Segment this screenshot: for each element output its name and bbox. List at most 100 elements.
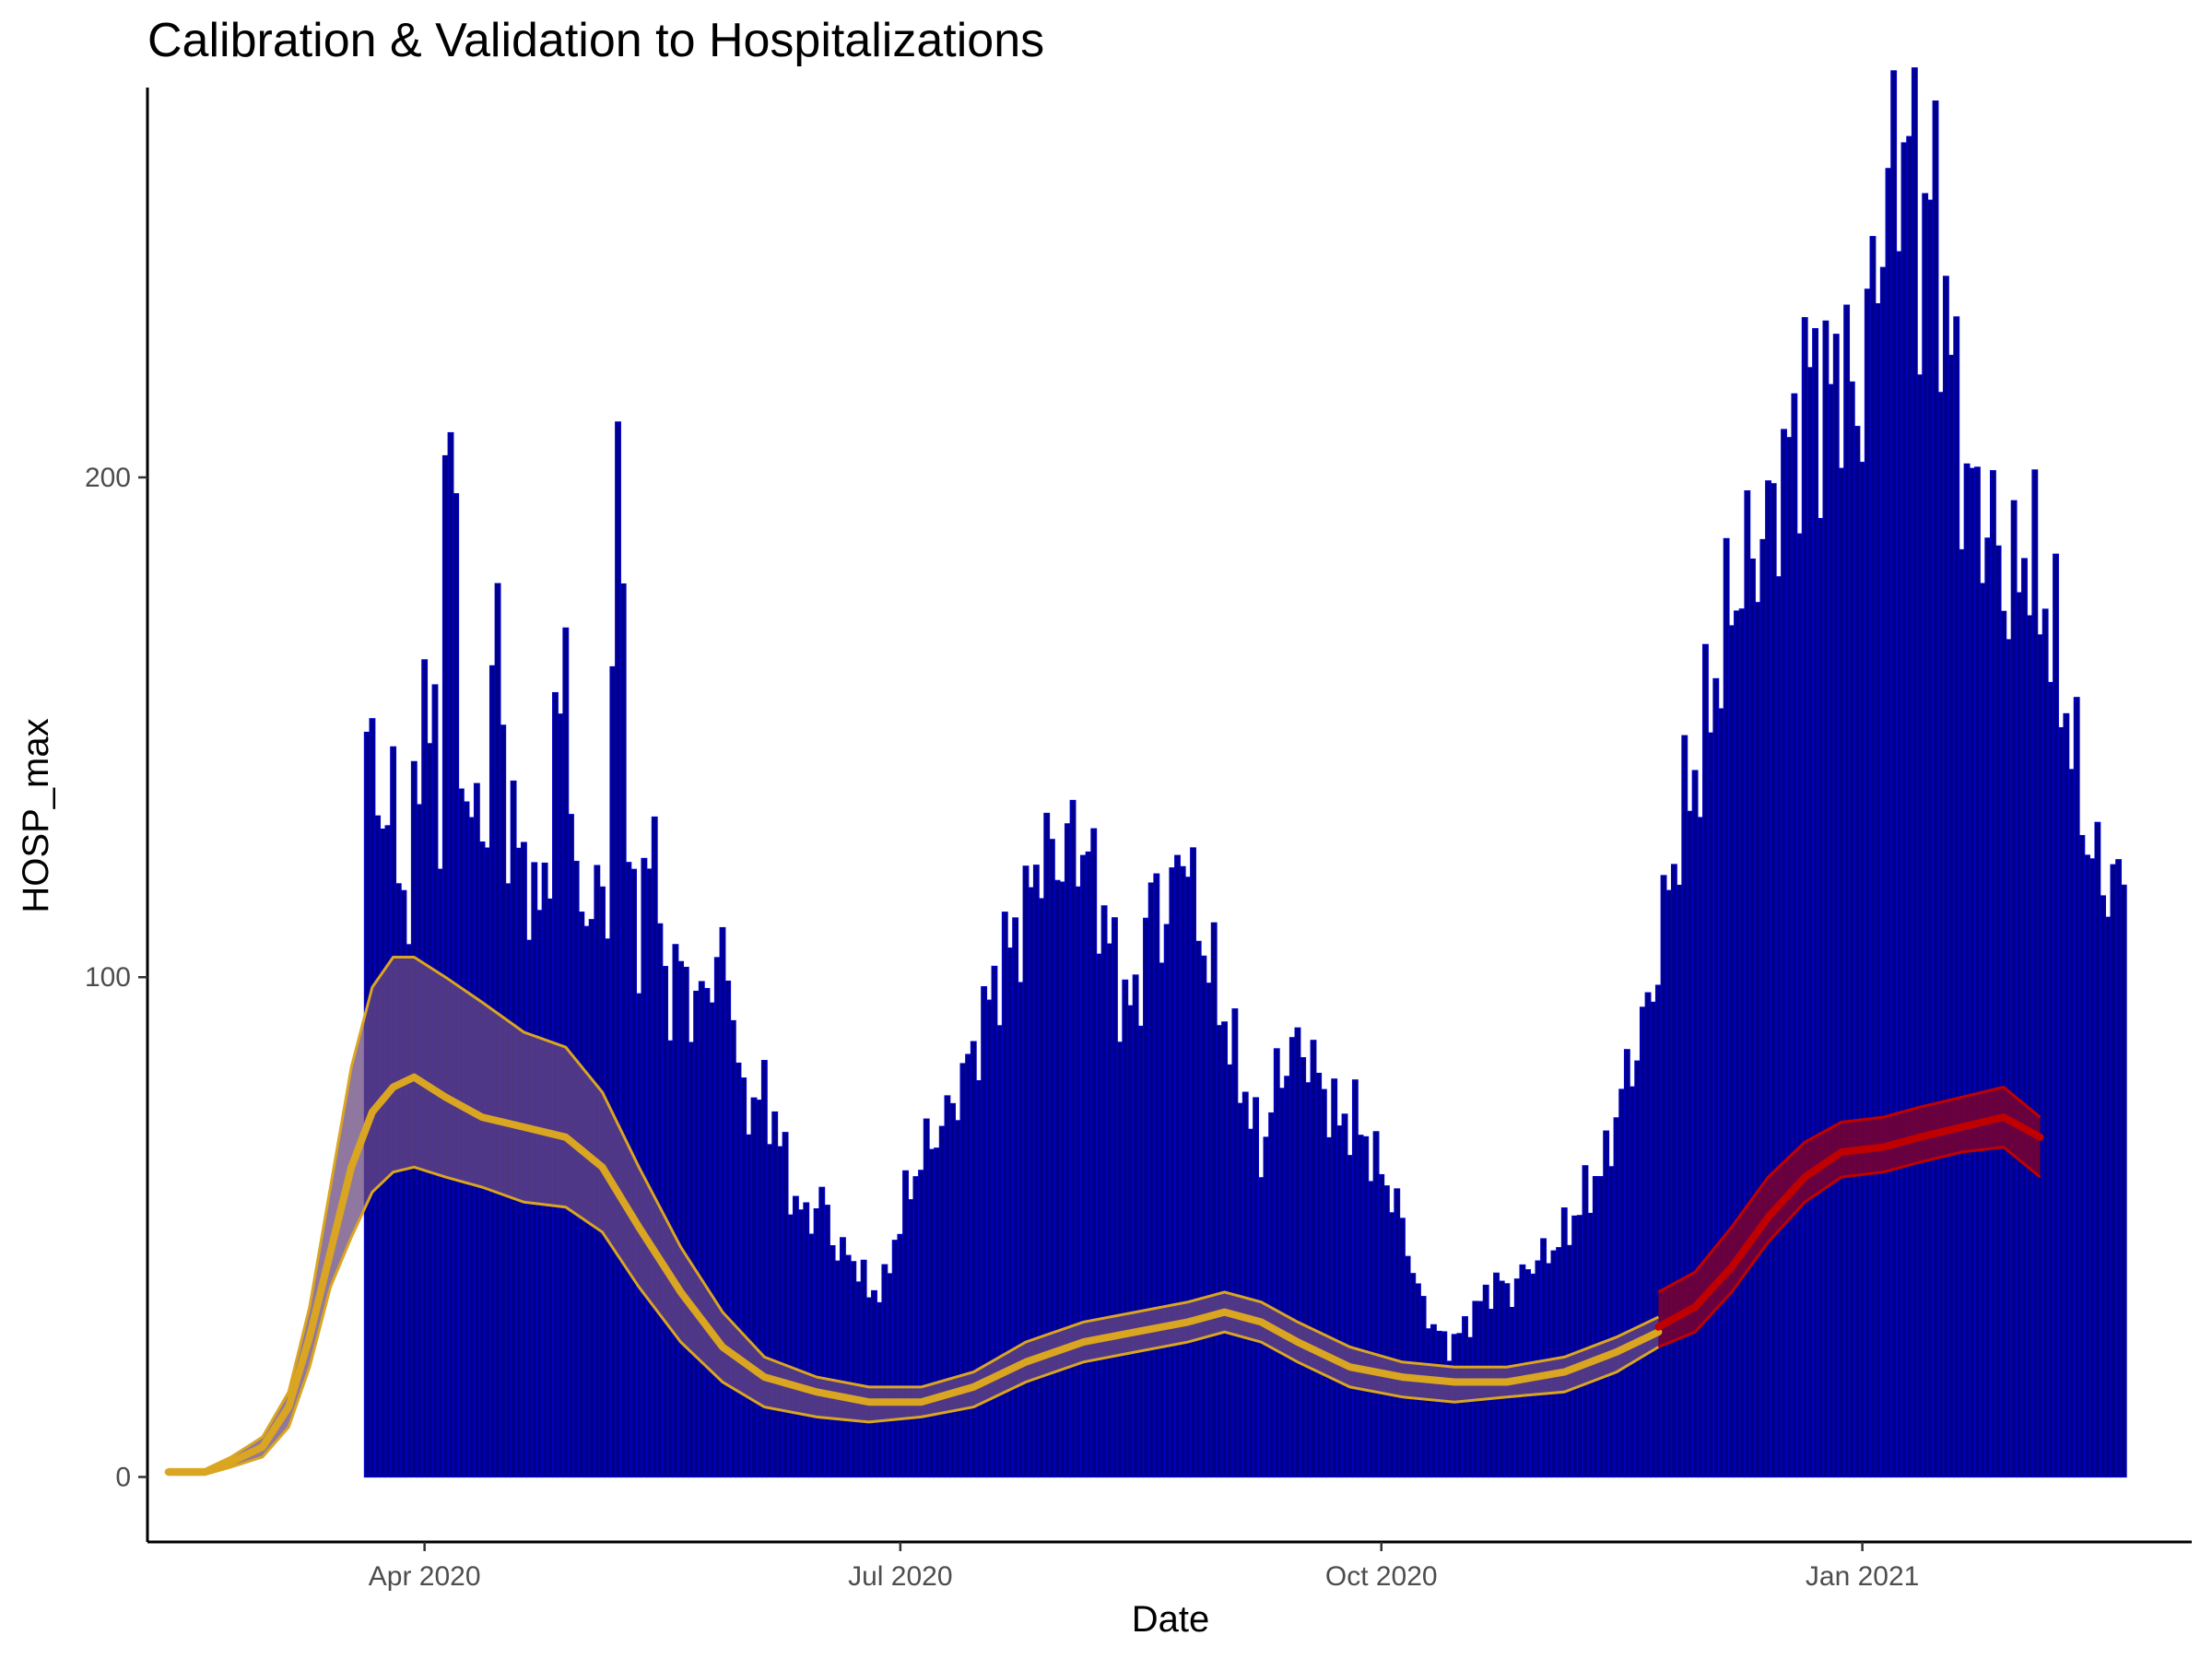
bar [1325,1136,1333,1478]
bar [2120,884,2127,1478]
bar [1618,1088,1626,1478]
bar [745,1134,752,1478]
bar [1341,1113,1348,1478]
bar [1744,489,1751,1478]
bar [1707,732,1714,1478]
bar [2104,916,2112,1478]
bar [928,1148,935,1478]
bar [1926,199,1934,1478]
bar [1372,1131,1380,1478]
bar [1754,602,1761,1478]
bar [1122,979,1129,1478]
bar [615,421,621,1478]
bar [1937,392,1945,1478]
bar [2006,639,2012,1478]
calibration-median-line [164,1073,1663,1477]
bar [1838,467,1845,1478]
bar [698,981,705,1478]
bar [1963,463,1971,1478]
bar [1064,823,1071,1478]
y-ticks: 0 100 200 [85,463,147,1493]
bar [1466,1336,1474,1478]
bar [1791,393,1798,1478]
bar [1435,1330,1442,1478]
bar [1398,1218,1406,1478]
validation-median-line [1654,1113,2044,1331]
bar [1200,955,1207,1478]
bar [2026,615,2033,1478]
bar [1796,533,1803,1478]
bar [1785,437,1793,1478]
bar [959,1063,967,1478]
bar [1012,917,1019,1478]
bar [1953,316,1960,1478]
bar [954,1120,961,1478]
bar [1597,1176,1605,1478]
bar [1676,884,1683,1478]
bar [1765,480,1771,1478]
bar [2053,553,2059,1478]
ribbon-layer [168,957,2041,1475]
bar [1582,1165,1589,1478]
bar [1969,467,1976,1478]
bar [1006,947,1014,1478]
bar [2115,859,2123,1478]
x-axis-title: Date [1132,1599,1210,1640]
bar [1351,1079,1359,1478]
bar [1607,1166,1615,1478]
bar [1190,847,1196,1478]
bar [2073,697,2080,1478]
bar [891,1240,899,1478]
bar [985,999,993,1478]
bar [902,1170,909,1478]
bar [1734,610,1740,1478]
bar [525,939,533,1478]
bar [2010,500,2018,1478]
bar [1362,1135,1370,1478]
bar [1304,1082,1312,1478]
bar [1718,708,1724,1478]
bar [1660,875,1667,1478]
bar [1221,1021,1228,1478]
bar [1864,288,1871,1478]
bar [1320,1088,1327,1478]
bar [1331,1078,1338,1478]
bar [1278,1088,1286,1478]
bar [1885,168,1892,1478]
bar [1738,608,1746,1478]
bar [1916,374,1924,1478]
bar [672,944,679,1478]
bar [651,816,658,1478]
bar [1848,381,1855,1478]
bar [1639,1006,1646,1478]
bar [818,1186,826,1478]
bar [949,1102,957,1478]
bar [1812,328,1818,1478]
bar [1174,854,1181,1478]
bar [1378,1173,1385,1478]
bar [1665,889,1673,1478]
bar [1979,582,1986,1478]
bar [907,1199,914,1478]
bar [1576,1215,1583,1478]
bar [1059,881,1066,1478]
validation-ribbon [1658,1087,2041,1347]
bar [750,1097,758,1478]
bar [1159,962,1165,1478]
bar [991,965,998,1478]
bar [1357,1135,1364,1478]
bar [1194,940,1202,1478]
line-layer [164,956,2044,1477]
bar [1869,236,1877,1478]
bar [1853,426,1861,1478]
bar [1613,1117,1620,1478]
bar [776,1146,783,1478]
bar [803,1202,810,1478]
bar [1216,1025,1223,1478]
bar [646,868,653,1478]
bar [1654,984,1662,1478]
y-tick-label: 100 [85,962,131,993]
bar [1749,559,1756,1478]
bar [609,665,617,1478]
